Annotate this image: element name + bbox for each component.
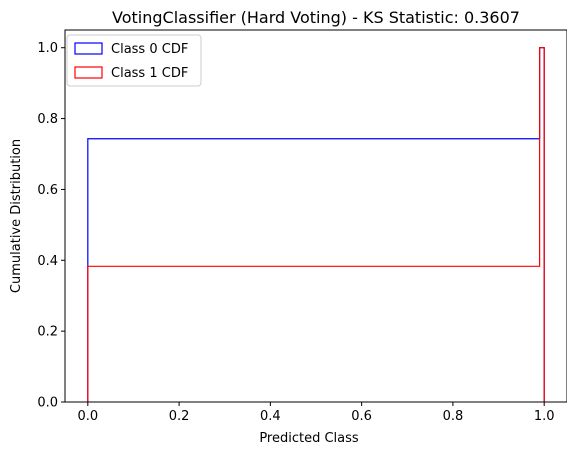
- legend: Class 0 CDF Class 1 CDF: [66, 34, 202, 87]
- legend-label-class-1: Class 1 CDF: [111, 66, 188, 81]
- x-tick-label: 0.6: [351, 409, 372, 424]
- y-axis-label: Cumulative Distribution: [9, 139, 24, 293]
- x-axis-label: Predicted Class: [259, 431, 359, 446]
- x-tick-label: 0.2: [169, 409, 190, 424]
- plot-frame: [64, 29, 567, 403]
- plot-area: [87, 47, 545, 402]
- legend-swatch-class-0: [74, 42, 103, 55]
- y-tick-label: 0.8: [37, 112, 58, 127]
- x-tick-label: 0.0: [77, 409, 98, 424]
- legend-swatch-class-1: [74, 66, 103, 79]
- y-tick-label: 0.6: [37, 183, 58, 198]
- y-axis-ticks: 0.0 0.2 0.4 0.6 0.8 1.0: [37, 41, 65, 411]
- x-tick-label: 0.4: [260, 409, 281, 424]
- y-tick-label: 1.0: [37, 41, 58, 56]
- series-line-class-1: [87, 47, 545, 402]
- series-line-class-0: [87, 47, 545, 402]
- legend-box: [66, 34, 202, 87]
- y-tick-label: 0.4: [37, 254, 58, 269]
- y-tick-label: 0.0: [37, 396, 58, 411]
- y-tick-label: 0.2: [37, 325, 58, 340]
- x-tick-label: 0.8: [443, 409, 464, 424]
- chart-title: VotingClassifier (Hard Voting) - KS Stat…: [112, 8, 520, 27]
- legend-label-class-0: Class 0 CDF: [111, 42, 188, 57]
- x-tick-label: 1.0: [534, 409, 555, 424]
- x-axis-ticks: 0.0 0.2 0.4 0.6 0.8 1.0: [77, 402, 555, 424]
